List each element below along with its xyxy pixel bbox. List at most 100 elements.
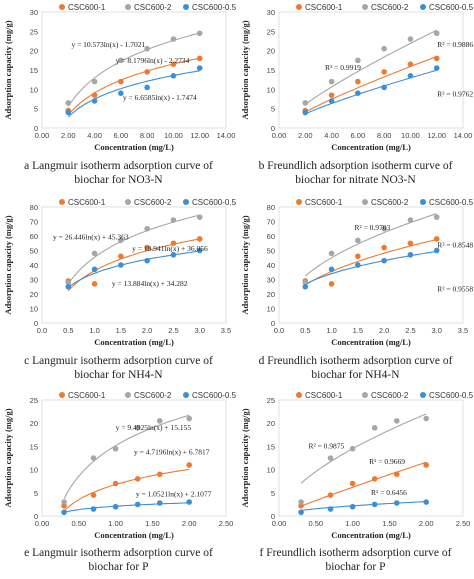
caption-b-line2: biochar for nitrate NO3-N — [295, 174, 416, 186]
caption-e: e Langmuir isotherm adsorption curve of … — [0, 546, 237, 574]
data-point — [186, 499, 192, 505]
legend-entry: CSC600-0.5 — [192, 391, 237, 400]
y-tick-label: 5 — [34, 105, 38, 114]
trendline — [63, 414, 190, 499]
caption-e-line2: biochar for P — [88, 561, 149, 573]
data-point — [433, 55, 440, 62]
legend-entry: CSC600-1 — [305, 198, 343, 207]
x-tick-label: 6.00 — [114, 131, 129, 140]
data-point — [156, 418, 163, 424]
x-tick-label: 0.00 — [35, 131, 50, 140]
data-point — [144, 257, 150, 264]
x-tick-label: 1.5 — [116, 326, 126, 335]
caption-a-line2: biochar for NO3-N — [74, 174, 163, 186]
data-point — [407, 36, 414, 42]
data-point — [327, 506, 334, 512]
y-tick-label: 5 — [271, 489, 275, 498]
chart-panel-f: 0 5 10 15 20 25 0.00 0.50 1.00 1.50 2.00 2.50 Concen… — [237, 388, 474, 579]
data-point — [349, 445, 356, 452]
x-tick-label: 1.5 — [353, 326, 363, 335]
y-tick-label: 40 — [267, 261, 275, 270]
data-point — [407, 73, 414, 79]
data-point — [407, 252, 414, 258]
plot-area — [41, 206, 227, 324]
data-point — [118, 253, 124, 260]
data-point — [118, 90, 124, 96]
x-tick-label: 0.5 — [300, 326, 310, 335]
data-point — [170, 217, 177, 223]
legend-marker — [125, 4, 131, 10]
data-point — [355, 262, 361, 268]
x-tick-label: 0.0 — [274, 326, 284, 335]
data-point — [327, 455, 334, 461]
data-point — [144, 225, 150, 232]
trendline — [304, 29, 437, 105]
x-tick-label: 12.00 — [190, 131, 209, 140]
data-point — [355, 253, 361, 260]
legend-entry: CSC600-2 — [371, 198, 409, 207]
chart-panel-d: 0 10 20 30 40 50 60 70 80 0.0 0.5 1.0 1.5 2.0 2.5 3.0 3.… — [237, 195, 474, 388]
x-tick-label: 0.00 — [35, 519, 50, 528]
data-point — [355, 90, 361, 96]
data-point — [144, 45, 150, 52]
data-point — [112, 445, 119, 452]
x-axis-label: Concentration (mg/L) — [94, 530, 174, 540]
x-tick-label: 2.00 — [298, 131, 313, 140]
legend-entry: CSC600-1 — [68, 391, 106, 400]
trendline-annotation: y = 9.4925ln(x) + 15.155 — [116, 423, 192, 432]
data-point — [118, 78, 124, 85]
chart-c-svg: 0 10 20 30 40 50 60 70 80 0.0 0.5 1.0 1.5 2.0 2.5 3.0 3.… — [3, 198, 237, 347]
x-tick-label: 2.50 — [219, 519, 234, 528]
y-tick-label: 30 — [267, 8, 275, 17]
y-tick-label: 10 — [30, 305, 38, 314]
trendline-annotation: R² = 0.9762 — [437, 90, 473, 99]
data-point — [349, 503, 356, 510]
x-axis-label: Concentration (mg/L) — [331, 530, 411, 540]
x-axis-label: Concentration (mg/L) — [331, 142, 411, 152]
data-point — [196, 55, 203, 62]
data-point — [433, 214, 440, 220]
data-point — [170, 252, 177, 258]
data-point — [91, 92, 98, 98]
x-axis-label: Concentration (mg/L) — [94, 337, 174, 347]
trendline — [300, 461, 427, 507]
y-tick-label: 0 — [271, 319, 275, 328]
x-tick-label: 1.0 — [89, 326, 99, 335]
legend-entry: CSC600-2 — [134, 198, 172, 207]
legend-marker — [59, 392, 65, 398]
y-tick-label: 5 — [271, 105, 275, 114]
data-point — [433, 65, 440, 71]
x-tick-label: 14.00 — [454, 131, 473, 140]
trendline-annotation: y = 4.7196ln(x) + 6.7817 — [134, 448, 210, 457]
data-point — [134, 425, 141, 431]
trendline — [67, 57, 200, 116]
data-point — [381, 69, 387, 75]
y-tick-label: 60 — [30, 232, 38, 241]
data-point — [144, 69, 150, 75]
legend-marker — [59, 199, 65, 205]
data-point — [381, 225, 387, 232]
x-tick-label: 10.00 — [401, 131, 420, 140]
y-tick-label: 50 — [267, 247, 275, 256]
data-point — [186, 415, 192, 422]
caption-b-line1: b Freundlich adsorption isotherm curve o… — [258, 160, 453, 172]
data-point — [298, 499, 304, 505]
legend-entry: CSC600-0.5 — [192, 3, 237, 12]
trendline — [300, 413, 427, 484]
data-point — [407, 217, 414, 223]
data-point — [65, 100, 72, 106]
trendline-annotation: R² = 0.8548 — [437, 241, 473, 250]
data-point — [423, 462, 429, 468]
y-tick-label: 80 — [30, 203, 38, 212]
data-point — [381, 257, 387, 264]
y-tick-label: 60 — [267, 232, 275, 241]
x-tick-label: 14.00 — [217, 131, 236, 140]
data-point — [381, 45, 387, 52]
y-tick-label: 0 — [271, 124, 275, 133]
y-tick-label: 25 — [267, 396, 275, 405]
y-axis-label: Adsorption capacity (mg/g) — [240, 20, 250, 119]
trendline — [67, 238, 200, 292]
data-point — [328, 92, 335, 98]
data-point — [91, 98, 98, 104]
data-point — [302, 283, 309, 290]
